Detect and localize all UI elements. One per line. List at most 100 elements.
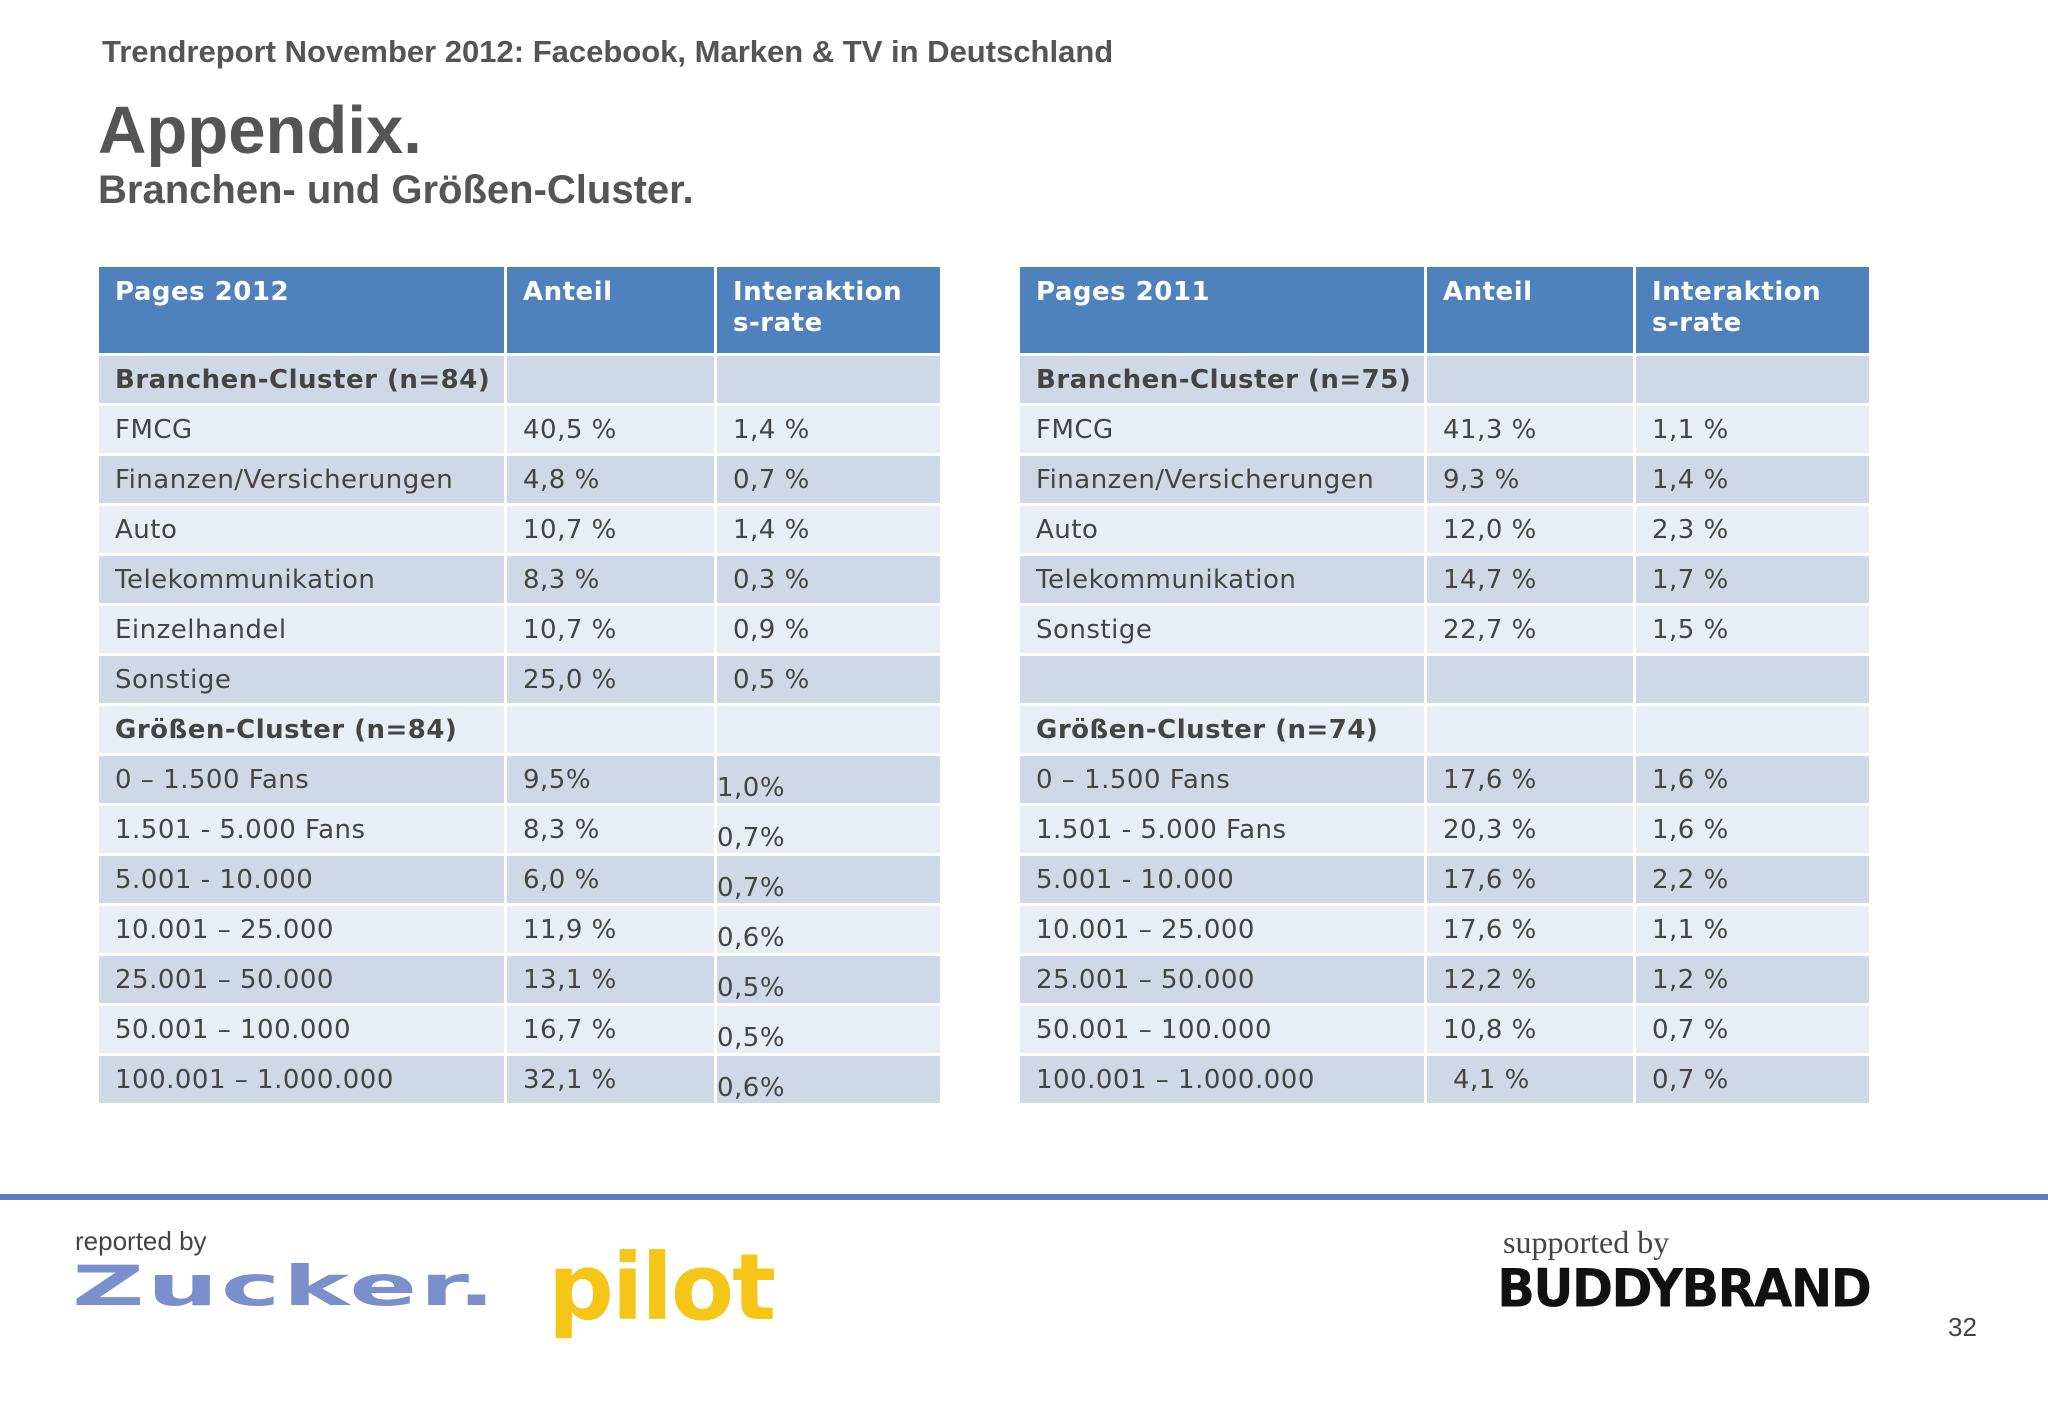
cell-rate: 1,4 % [717, 506, 940, 553]
page-number: 32 [1948, 1312, 1977, 1342]
cell-anteil: 17,6 % [1427, 756, 1633, 803]
cell-rate: 0,6% [717, 1056, 940, 1103]
report-header-title: Trendreport November 2012: Facebook, Mar… [102, 34, 1114, 69]
cell-anteil: 6,0 % [507, 856, 714, 903]
table-row: Finanzen/Versicherungen 9,3 % 1,4 % [1020, 456, 1869, 503]
section-label: Größen-Cluster (n=74) [1020, 706, 1424, 753]
cell-label: 0 – 1.500 Fans [1020, 756, 1424, 803]
cell-rate: 1,1 % [1636, 406, 1869, 453]
cell-label: Telekommunikation [1020, 556, 1424, 603]
column-header-pages: Pages 2012 [99, 267, 504, 353]
table-row: 1.501 - 5.000 Fans 20,3 % 1,6 % [1020, 806, 1869, 853]
column-header-anteil: Anteil [507, 267, 714, 353]
cell-anteil: 4,1 % [1427, 1056, 1633, 1103]
cell-anteil: 17,6 % [1427, 906, 1633, 953]
cell-rate: 0,5% [717, 1006, 940, 1053]
cell-anteil: 20,3 % [1427, 806, 1633, 853]
table-row: 0 – 1.500 Fans 17,6 % 1,6 % [1020, 756, 1869, 803]
cell-label: 50.001 – 100.000 [99, 1006, 504, 1053]
table-row: Einzelhandel 10,7 % 0,9 % [99, 606, 940, 653]
pilot-logo: pilot [548, 1234, 776, 1341]
cell-label: Auto [99, 506, 504, 553]
cell-anteil: 8,3 % [507, 806, 714, 853]
cell-anteil: 11,9 % [507, 906, 714, 953]
column-header-interaktionsrate: Interaktions-rate [1636, 267, 1869, 353]
cell-rate: 0,9 % [717, 606, 940, 653]
cell-label: 0 – 1.500 Fans [99, 756, 504, 803]
cell-label: 5.001 - 10.000 [1020, 856, 1424, 903]
cell-rate: 2,2 % [1636, 856, 1869, 903]
cell-anteil: 10,7 % [507, 506, 714, 553]
cell-anteil [1427, 706, 1633, 753]
cell-rate: 0,5% [717, 956, 940, 1003]
cell-rate: 2,3 % [1636, 506, 1869, 553]
column-header-pages: Pages 2011 [1020, 267, 1424, 353]
cell-rate [717, 356, 940, 403]
cell-anteil: 40,5 % [507, 406, 714, 453]
cell-label: 100.001 – 1.000.000 [99, 1056, 504, 1103]
cell-label: 50.001 – 100.000 [1020, 1006, 1424, 1053]
cell-rate [1636, 656, 1869, 703]
cell-rate: 0,5 % [717, 656, 940, 703]
cell-anteil: 4,8 % [507, 456, 714, 503]
cell-anteil [507, 356, 714, 403]
table-row: 100.001 – 1.000.000 32,1 % 0,6% [99, 1056, 940, 1103]
table-row: 50.001 – 100.000 10,8 % 0,7 % [1020, 1006, 1869, 1053]
cell-label: 1.501 - 5.000 Fans [99, 806, 504, 853]
cell-rate: 0,7% [717, 856, 940, 903]
table-header-row: Pages 2011 Anteil Interaktions-rate [1020, 267, 1869, 353]
table-row: Branchen-Cluster (n=75) [1020, 356, 1869, 403]
table-row: 10.001 – 25.000 17,6 % 1,1 % [1020, 906, 1869, 953]
table-row: Telekommunikation 14,7 % 1,7 % [1020, 556, 1869, 603]
buddybrand-logo: BUDDYBRAND [1497, 1258, 1872, 1319]
table-row: Telekommunikation 8,3 % 0,3 % [99, 556, 940, 603]
cell-anteil: 17,6 % [1427, 856, 1633, 903]
table-header-row: Pages 2012 Anteil Interaktions-rate [99, 267, 940, 353]
column-header-anteil: Anteil [1427, 267, 1633, 353]
table-row: 0 – 1.500 Fans 9,5% 1,0% [99, 756, 940, 803]
page-title: Appendix. [98, 93, 422, 168]
cell-anteil: 16,7 % [507, 1006, 714, 1053]
cell-anteil: 41,3 % [1427, 406, 1633, 453]
cell-anteil: 25,0 % [507, 656, 714, 703]
table-row: Auto 10,7 % 1,4 % [99, 506, 940, 553]
table-row: Auto 12,0 % 2,3 % [1020, 506, 1869, 553]
table-row: Branchen-Cluster (n=84) [99, 356, 940, 403]
cell-label: 100.001 – 1.000.000 [1020, 1056, 1424, 1103]
table-pages-2011: Pages 2011 Anteil Interaktions-rate Bran… [1017, 264, 1872, 1106]
cell-label: 5.001 - 10.000 [99, 856, 504, 903]
cell-anteil: 10,7 % [507, 606, 714, 653]
cell-rate: 1,0% [717, 756, 940, 803]
cell-anteil [1427, 656, 1633, 703]
table-row: 10.001 – 25.000 11,9 % 0,6% [99, 906, 940, 953]
cell-anteil: 32,1 % [507, 1056, 714, 1103]
cell-label: Einzelhandel [99, 606, 504, 653]
cell-label: Finanzen/Versicherungen [1020, 456, 1424, 503]
cell-anteil: 9,3 % [1427, 456, 1633, 503]
cell-rate: 0,6% [717, 906, 940, 953]
cell-label: 25.001 – 50.000 [99, 956, 504, 1003]
page-subtitle: Branchen- und Größen-Cluster. [98, 168, 694, 212]
cell-label: Auto [1020, 506, 1424, 553]
table-row: 25.001 – 50.000 12,2 % 1,2 % [1020, 956, 1869, 1003]
section-label: Branchen-Cluster (n=75) [1020, 356, 1424, 403]
cell-anteil: 9,5% [507, 756, 714, 803]
cell-rate: 0,7 % [1636, 1006, 1869, 1053]
table-row: 1.501 - 5.000 Fans 8,3 % 0,7% [99, 806, 940, 853]
cell-anteil: 12,0 % [1427, 506, 1633, 553]
cell-rate: 1,6 % [1636, 806, 1869, 853]
cell-label: FMCG [1020, 406, 1424, 453]
cell-label [1020, 656, 1424, 703]
cell-label: 10.001 – 25.000 [99, 906, 504, 953]
cell-label: FMCG [99, 406, 504, 453]
cell-anteil: 8,3 % [507, 556, 714, 603]
table-row: 5.001 - 10.000 17,6 % 2,2 % [1020, 856, 1869, 903]
cell-rate: 1,6 % [1636, 756, 1869, 803]
cell-anteil: 14,7 % [1427, 556, 1633, 603]
section-label: Branchen-Cluster (n=84) [99, 356, 504, 403]
table-row: 5.001 - 10.000 6,0 % 0,7% [99, 856, 940, 903]
column-header-interaktionsrate: Interaktions-rate [717, 267, 940, 353]
cell-anteil: 10,8 % [1427, 1006, 1633, 1053]
cell-rate: 1,4 % [717, 406, 940, 453]
table-row: FMCG 41,3 % 1,1 % [1020, 406, 1869, 453]
